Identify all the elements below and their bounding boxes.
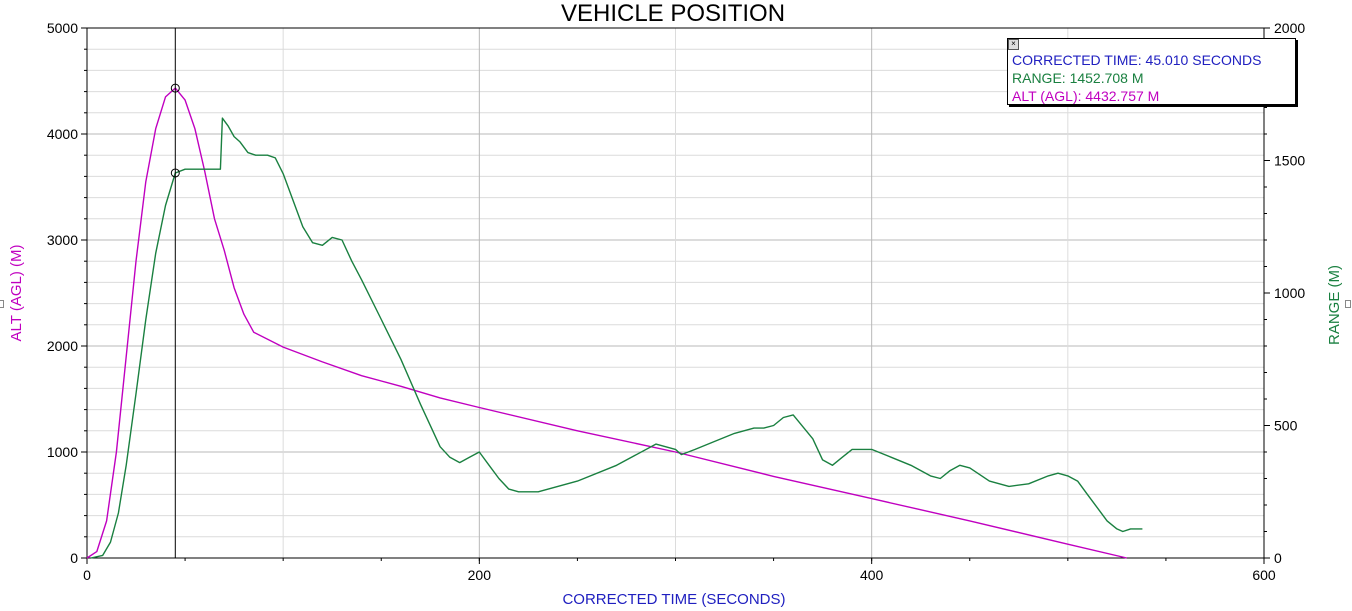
y-tick-label: 5000 — [47, 20, 78, 36]
y-tick-label: 1000 — [47, 444, 78, 460]
readout-range: RANGE: 1452.708 M — [1012, 70, 1144, 86]
y-axis-title-left: ALT (AGL) (M) — [8, 245, 25, 342]
x-tick-label: 0 — [83, 567, 91, 583]
y2-tick-label: 500 — [1274, 418, 1298, 434]
ticks: 0 200 400 600010002000300040005000050010001… — [47, 20, 1306, 583]
cursor-marker-alt — [170, 83, 180, 93]
left-edge-handle[interactable] — [0, 300, 4, 308]
cursor-readout-panel: × CORRECTED TIME: 45.010 SECONDS RANGE: … — [1007, 38, 1296, 105]
y2-tick-label: 2000 — [1274, 20, 1305, 36]
y2-tick-label: 0 — [1274, 550, 1282, 566]
x-axis-title: CORRECTED TIME (SECONDS) — [562, 591, 785, 608]
readout-time: CORRECTED TIME: 45.010 SECONDS — [1012, 52, 1262, 68]
series-line-altitude — [86, 87, 1127, 559]
x-tick-label: 200 — [468, 567, 492, 583]
cursor-marker-range — [170, 168, 180, 178]
y-tick-label: 4000 — [47, 126, 78, 142]
x-tick-label: 400 — [860, 567, 884, 583]
y-axis-title-right: RANGE (M) — [1326, 265, 1343, 345]
y-tick-label: 2000 — [47, 338, 78, 354]
close-icon[interactable]: × — [1008, 39, 1019, 50]
x-tick-label: 600 — [1252, 567, 1276, 583]
y2-tick-label: 1000 — [1274, 285, 1305, 301]
y-tick-label: 3000 — [47, 232, 78, 248]
series-line-range — [90, 117, 1143, 559]
series[interactable] — [86, 87, 1143, 559]
grid — [86, 27, 1265, 559]
right-edge-handle[interactable] — [1345, 300, 1351, 308]
y2-tick-label: 1500 — [1274, 153, 1305, 169]
chart-title: VEHICLE POSITION — [561, 0, 785, 27]
readout-alt: ALT (AGL): 4432.757 M — [1012, 88, 1160, 104]
y-tick-label: 0 — [70, 550, 78, 566]
